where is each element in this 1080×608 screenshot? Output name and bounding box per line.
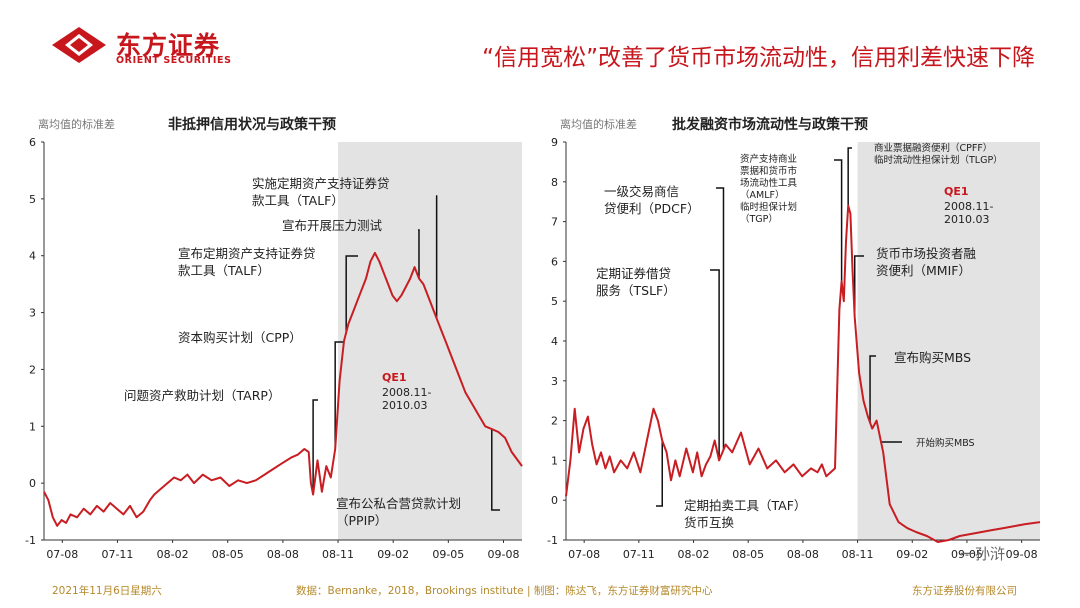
x-tick-label: 08-08	[787, 548, 819, 561]
annotation-label: 开始购买MBS	[916, 437, 975, 449]
series-line	[565, 204, 1041, 543]
annotation-label: 实施定期资产支持证券贷款工具（TALF）	[252, 176, 390, 208]
annotation-leader-line	[834, 159, 843, 282]
qe1-label: QE1	[944, 185, 969, 198]
annotation-label: 定期拍卖工具（TAF）货币互换	[684, 498, 806, 530]
annotation-label: 宣布购买MBS	[894, 350, 971, 365]
annotation-leader-line	[418, 229, 420, 279]
brand-name-en: ORIENT SECURITIES	[116, 55, 232, 66]
y-tick-label: 1	[551, 454, 558, 467]
annotation-leader-line	[312, 399, 318, 495]
y-tick-label: 4	[29, 250, 36, 263]
annotation-leader-line	[656, 440, 663, 507]
y-tick-label: 2	[551, 415, 558, 428]
annotation-leader-line	[334, 341, 344, 450]
x-tick-label: 09-05	[951, 548, 983, 561]
qe1-period-label: 2008.11-	[382, 386, 431, 399]
watermark: 一孙浒	[960, 545, 1006, 563]
annotation-label: 一级交易商信贷便利（PDCF）	[604, 184, 700, 216]
y-tick-label: 8	[551, 176, 558, 189]
series-line	[43, 251, 523, 527]
qe1-label: QE1	[382, 371, 407, 384]
annotation-leader-line	[435, 195, 438, 319]
annotation-label: 宣布定期资产支持证券贷款工具（TALF）	[178, 246, 316, 278]
page-title: “信用宽松”改善了货币市场流动性，信用利差快速下降	[482, 45, 1035, 71]
right-chart-ylabel: 离均值的标准差	[560, 118, 637, 131]
y-tick-label: 3	[29, 307, 36, 320]
x-tick-label: 09-02	[896, 548, 928, 561]
x-tick-label: 07-08	[46, 548, 78, 561]
annotation-label: 宣布公私合营贷款计划（PPIP）	[336, 496, 461, 528]
annotation-label: 问题资产救助计划（TARP）	[124, 388, 280, 403]
x-tick-label: 08-11	[842, 548, 874, 561]
annotation-leader-line	[491, 429, 500, 511]
x-tick-label: 08-08	[267, 548, 299, 561]
y-tick-label: 4	[551, 335, 558, 348]
annotation-label: 资产支持商业票据和货币市场流动性工具（AMLF）临时担保计划（TGP）	[740, 153, 798, 225]
y-tick-label: 5	[29, 193, 36, 206]
annotation-label: 货币市场投资者融资便利（MMIF）	[876, 246, 977, 278]
x-tick-label: 08-05	[212, 548, 244, 561]
orient-logo-icon	[52, 27, 106, 63]
footer-source: 数据：Bernanke，2018，Brookings institute | 制…	[296, 585, 713, 597]
x-tick-label: 09-08	[487, 548, 519, 561]
y-tick-label: 2	[29, 363, 36, 376]
annotation-leader-line	[716, 187, 725, 450]
x-tick-label: 08-02	[678, 548, 710, 561]
annotation-leader-line	[345, 255, 358, 333]
footer-date: 2021年11月6日星期六	[52, 585, 162, 597]
annotation-label: 宣布开展压力测试	[282, 218, 383, 233]
y-tick-label: 9	[551, 136, 558, 149]
left-chart-title: 非抵押信用状况与政策干预	[168, 117, 336, 133]
brand-name-cn: 东方证券	[116, 31, 221, 60]
y-tick-label: 0	[551, 494, 558, 507]
x-tick-label: 07-11	[101, 548, 133, 561]
y-tick-label: 1	[29, 420, 36, 433]
annotation-leader-line	[847, 147, 852, 206]
y-tick-label: 6	[29, 136, 36, 149]
qe1-shaded-region	[857, 142, 1040, 540]
annotation-label: 资本购买计划（CPP）	[178, 330, 302, 345]
left-chart-ylabel: 离均值的标准差	[38, 118, 115, 131]
footer-company: 东方证券股份有限公司	[912, 585, 1017, 597]
y-tick-label: 6	[551, 255, 558, 268]
annotation-label: 商业票据融资便利（CPFF）临时流动性担保计划（TLGP）	[874, 142, 1003, 166]
qe1-period-label: 2010.03	[944, 213, 990, 226]
y-tick-label: 7	[551, 216, 558, 229]
qe1-period-label: 2008.11-	[944, 200, 993, 213]
x-tick-label: 09-08	[1006, 548, 1038, 561]
y-tick-label: -1	[547, 534, 558, 547]
header: 东方证券 ORIENT SECURITIES “信用宽松”改善了货币市场流动性，…	[0, 0, 1080, 95]
right-chart-title: 批发融资市场流动性与政策干预	[672, 117, 868, 133]
x-tick-label: 07-11	[623, 548, 655, 561]
x-tick-label: 09-05	[432, 548, 464, 561]
y-tick-label: 5	[551, 295, 558, 308]
x-tick-label: 09-02	[377, 548, 409, 561]
y-tick-label: 0	[29, 477, 36, 490]
right-chart: -1 0 1 2 3 4 5 6 7 8 9 07-08 07-11 08-02 08-05 08-08 08-…	[547, 136, 1041, 561]
annotation-label: 定期证券借贷服务（TSLF）	[596, 266, 676, 298]
x-tick-label: 08-11	[322, 548, 354, 561]
y-tick-label: -1	[25, 534, 36, 547]
annotation-leader-line	[869, 355, 876, 423]
left-chart: -1 0 1 2 3 4 5 6 07-08 07-11 08-02 08-05 08-08 08-11 0…	[25, 136, 523, 561]
qe1-period-label: 2010.03	[382, 399, 428, 412]
x-tick-label: 07-08	[568, 548, 600, 561]
y-tick-label: 3	[551, 375, 558, 388]
x-tick-label: 08-05	[732, 548, 764, 561]
annotation-leader-line	[710, 269, 720, 461]
x-tick-label: 08-02	[157, 548, 189, 561]
